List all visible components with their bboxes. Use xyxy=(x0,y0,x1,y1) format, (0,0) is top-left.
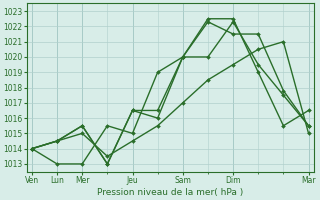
X-axis label: Pression niveau de la mer( hPa ): Pression niveau de la mer( hPa ) xyxy=(97,188,243,197)
